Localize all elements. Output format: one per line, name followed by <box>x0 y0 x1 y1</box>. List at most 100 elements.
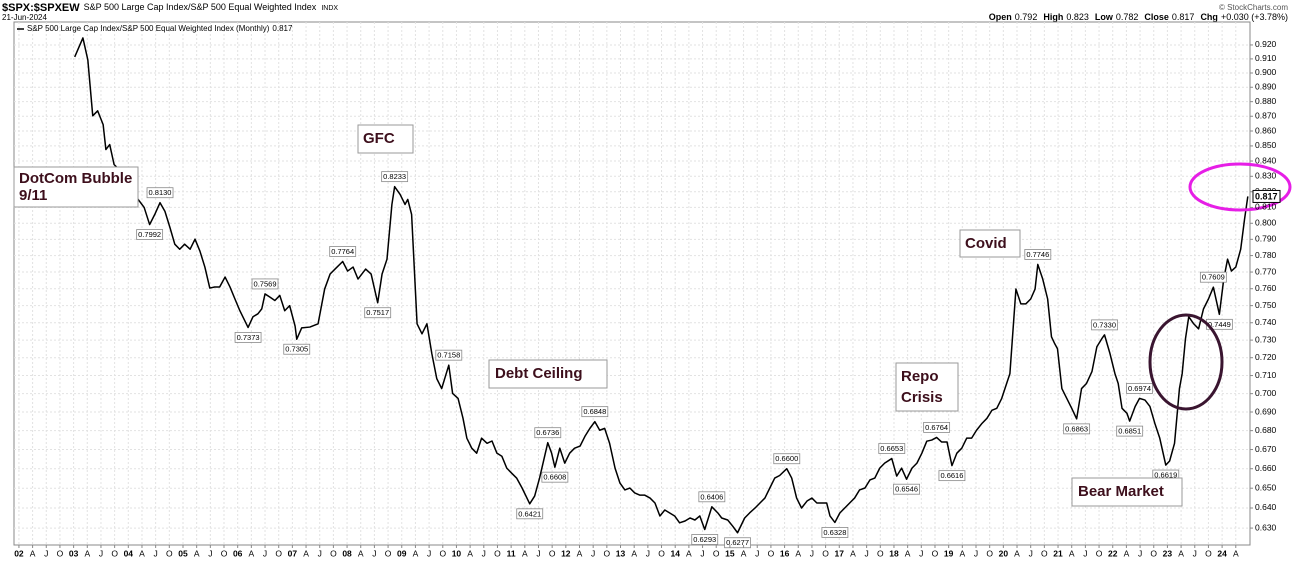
x-tick-label: A <box>84 548 90 558</box>
point-label-box <box>698 491 726 503</box>
x-tick-label: J <box>591 548 595 558</box>
annotations: DotCom Bubble 9/11 GFC Debt Ceiling Repo… <box>13 124 1292 507</box>
point-label-box <box>1126 382 1153 394</box>
x-tick-label: 21 <box>1053 548 1063 558</box>
last-value: 0.817 <box>1255 191 1278 201</box>
point-label-box <box>773 453 801 465</box>
y-tick-label: 0.680 <box>1255 425 1277 435</box>
point-label-box <box>534 427 562 439</box>
x-tick-label: O <box>385 548 392 558</box>
axes: 0.630 0.640 0.650 0.660 0.670 0.680 0.690 0.700… <box>14 39 1281 558</box>
point-label: 0.8233 <box>381 171 409 183</box>
x-tick-label: 22 <box>1108 548 1118 558</box>
y-tick-label: 0.780 <box>1255 250 1277 260</box>
y-tick-label: 0.730 <box>1255 334 1277 344</box>
quote-label: Open <box>989 12 1012 22</box>
point-label: 0.7305 <box>283 343 311 355</box>
x-tick-label: A <box>1069 548 1075 558</box>
x-tick-label: A <box>1233 548 1239 558</box>
quote-value: 0.782 <box>1116 12 1139 22</box>
x-tick-label: 05 <box>178 548 188 558</box>
x-tick-label: O <box>1041 548 1048 558</box>
x-tick-label: O <box>768 548 775 558</box>
x-tick-label: 19 <box>944 548 954 558</box>
y-tick-label: 0.750 <box>1255 300 1277 310</box>
point-label-text: 0.7609 <box>1202 273 1225 282</box>
point-label-box <box>381 171 409 183</box>
y-tick-label: 0.720 <box>1255 352 1277 362</box>
point-label-text: 0.6406 <box>700 492 723 501</box>
point-label-box <box>923 422 951 433</box>
legend-value: 0.817 <box>272 24 293 33</box>
y-tick-label: 0.790 <box>1255 234 1277 244</box>
point-label-box <box>541 471 569 483</box>
x-tick-label: A <box>1014 548 1020 558</box>
y-tick-label: 0.650 <box>1255 482 1277 492</box>
x-tick-label: O <box>1096 548 1103 558</box>
x-tick-label: 07 <box>288 548 298 558</box>
point-label-box <box>1063 423 1091 435</box>
x-tick-label: J <box>536 548 540 558</box>
point-label-box <box>938 470 966 482</box>
x-tick-label: A <box>850 548 856 558</box>
point-label: 0.7992 <box>136 229 164 240</box>
annotation-box <box>1071 477 1183 507</box>
point-label: 0.6851 <box>1116 425 1144 437</box>
x-tick-label: O <box>330 548 337 558</box>
annotation: 9/11 <box>19 187 47 204</box>
quote-value: 0.817 <box>1172 12 1195 22</box>
point-label-box <box>691 534 719 545</box>
point-label-text: 0.6293 <box>693 535 716 544</box>
quote-value: 0.823 <box>1066 12 1089 22</box>
point-label: 0.7569 <box>251 278 279 290</box>
x-tick-label: J <box>1193 548 1197 558</box>
point-label-text: 0.7992 <box>138 230 161 239</box>
quote-label: Chg <box>1200 12 1218 22</box>
y-tick-label: 0.910 <box>1255 53 1277 63</box>
point-label-text: 0.6600 <box>775 454 798 463</box>
x-tick-label: 24 <box>1217 548 1227 558</box>
point-label-text: 0.6974 <box>1128 384 1151 393</box>
point-label-box <box>1199 271 1227 283</box>
x-tick-label: J <box>99 548 103 558</box>
header-title: $SPX:$SPXEW S&P 500 Large Cap Index/S&P 5… <box>2 2 338 14</box>
x-tick-label: O <box>549 548 556 558</box>
x-tick-label: 04 <box>124 548 134 558</box>
point-label: 0.6848 <box>581 406 609 418</box>
annotation-box <box>895 362 959 412</box>
x-tick-label: J <box>1138 548 1142 558</box>
x-tick-label: A <box>303 548 309 558</box>
point-label: 0.6608 <box>541 471 569 483</box>
x-tick-label: J <box>318 548 322 558</box>
x-tick-label: O <box>166 548 173 558</box>
point-label-text: 0.6421 <box>518 509 541 518</box>
annotation: Debt Ceiling <box>495 365 583 382</box>
point-label: 0.7158 <box>435 349 463 361</box>
point-label-text: 0.6848 <box>583 407 606 416</box>
x-tick-label: J <box>974 548 978 558</box>
y-tick-label: 0.870 <box>1255 111 1277 121</box>
legend-name: S&P 500 Large Cap Index/S&P 500 Equal We… <box>27 24 270 33</box>
point-label-text: 0.7764 <box>331 247 354 256</box>
point-label: 0.6616 <box>938 470 966 482</box>
legend: S&P 500 Large Cap Index/S&P 500 Equal We… <box>27 24 293 33</box>
x-tick-label: O <box>221 548 228 558</box>
x-tick-label: 12 <box>561 548 571 558</box>
point-label: 0.6421 <box>516 508 544 520</box>
x-tick-label: A <box>467 548 473 558</box>
annotation: Repo <box>901 368 939 385</box>
x-tick-label: 13 <box>616 548 626 558</box>
point-label: 0.7764 <box>329 246 357 257</box>
x-tick-label: 16 <box>780 548 790 558</box>
point-label-text: 0.7569 <box>254 279 277 288</box>
annotation-box <box>488 359 608 389</box>
x-tick-label: A <box>577 548 583 558</box>
point-label-text: 0.7305 <box>285 345 308 354</box>
y-tick-label: 0.700 <box>1255 388 1277 398</box>
x-tick-label: A <box>358 548 364 558</box>
point-label-box <box>516 508 544 520</box>
point-label-text: 0.6277 <box>726 538 749 547</box>
point-label: 0.6736 <box>534 427 562 439</box>
index-name: S&P 500 Large Cap Index/S&P 500 Equal We… <box>84 2 317 12</box>
point-label-text: 0.6863 <box>1065 424 1088 433</box>
